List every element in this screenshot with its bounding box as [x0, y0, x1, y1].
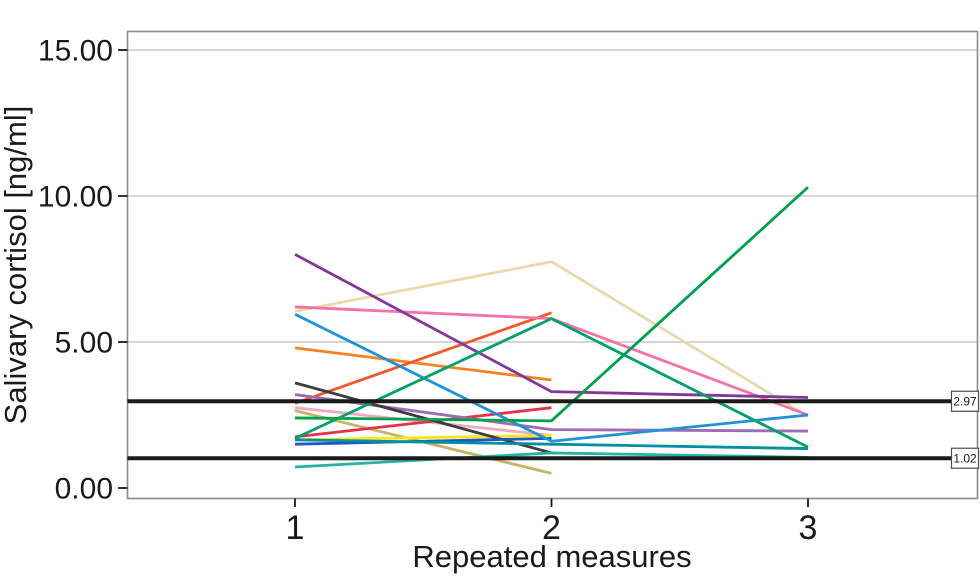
- series-line-subject-crimson: [294, 406, 552, 439]
- series-line-subject-hotpink: [294, 305, 809, 417]
- series-line-subject-beige: [294, 260, 809, 418]
- plot-frame: [126, 30, 979, 500]
- x-axis-title: Repeated measures: [412, 539, 691, 574]
- y-tick-label: 0.00: [55, 473, 113, 506]
- x-tick-label: 1: [286, 509, 305, 547]
- y-tick-label: 15.00: [38, 35, 113, 68]
- y-tick-label: 5.00: [55, 327, 113, 360]
- x-tick-label: 3: [799, 509, 818, 547]
- reference-line-group: 2.97 1.02: [127, 390, 980, 469]
- series-line-subject-lightseagreen: [294, 451, 809, 469]
- gridline-group: [127, 49, 978, 343]
- axis-tick-group: 0.00 5.00 10.00 15.00 1 2 3: [38, 35, 818, 548]
- x-tick-label: 2: [542, 509, 561, 547]
- series-group: [294, 186, 809, 475]
- reference-line-label-box: [950, 447, 980, 469]
- y-tick-label: 10.00: [38, 181, 113, 214]
- series-line-subject-tomato: [294, 311, 552, 405]
- series-line-subject-green-zigzag: [294, 317, 809, 449]
- series-line-subject-orange: [294, 346, 552, 382]
- series-line-subject-darkgray: [294, 381, 552, 455]
- reference-line-label-box: [950, 390, 980, 412]
- series-line-subject-darkviolet: [294, 253, 809, 399]
- series-line-subject-green-riser: [294, 186, 809, 423]
- series-line-subject-teal: [294, 438, 809, 450]
- y-axis-title: Salivary cortisol [ng/ml]: [0, 106, 33, 425]
- reference-line-label: 2.97: [953, 394, 977, 408]
- series-line-subject-dodgerblue: [294, 313, 809, 443]
- series-line-subject-yellow: [294, 434, 552, 442]
- reference-line-label: 1.02: [953, 451, 977, 465]
